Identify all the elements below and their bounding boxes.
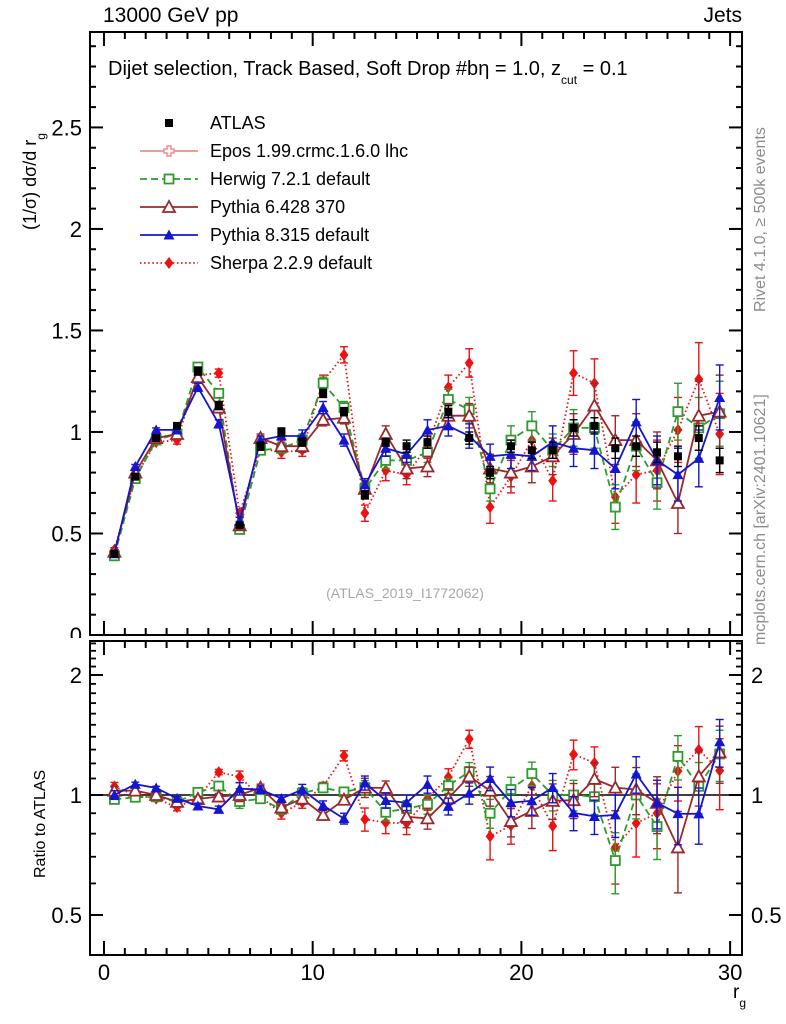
plot-title-prefix: Dijet selection, Track Based, Soft Drop … [108,58,479,80]
plot-title-eta: η = 1.0, z [478,58,562,80]
beam-energy-label: 13000 GeV pp [103,4,239,27]
mcplots-arxiv-note: mcplots.cern.ch [arXiv:2401.10621] [752,394,769,645]
ratio-y-axis-labels: 0.5 0.5 1 1 2 2 [51,663,781,928]
legend-label: Sherpa 2.2.9 default [210,252,373,273]
legend-marker-icon [138,196,200,218]
tick-label: 2 [751,663,763,688]
legend-marker-icon [138,224,200,246]
tick-label: 0.5 [51,521,82,546]
tick-label: 0.5 [51,903,82,928]
main-panel: 00.511.522.5 [51,31,743,648]
y-axis-title-main-sub: g [33,133,48,140]
x-axis-labels: 0 10 20 30 [98,960,742,985]
main-panel-frame [89,31,743,636]
legend-label: Pythia 6.428 370 [210,196,346,217]
tick-label: 0.5 [751,903,782,928]
rivet-version-note: Rivet 4.1.0, ≥ 500k events [752,127,769,312]
ratio-panel-frame [89,640,743,956]
legend-label: Pythia 8.315 default [210,224,370,245]
legend-item-epos-1-99-crmc-1-6-0-lhc: Epos 1.99.crmc.1.6.0 lhc [138,137,408,165]
legend-marker-icon [138,112,200,134]
tick-label: 0 [98,960,110,985]
tick-label: 2 [70,663,82,688]
legend-label: Herwig 7.2.1 default [210,168,371,189]
tick-label: 10 [300,960,324,985]
series-0-main [110,366,724,558]
tick-label: 1.5 [51,318,82,343]
analysis-id-watermark: (ATLAS_2019_I1772062) [326,585,484,601]
plot-title-end: = 0.1 [577,58,628,80]
legend-marker-icon [138,168,200,190]
legend-label: ATLAS [210,112,266,133]
main-y-axis-labels: 00.511.522.5 [51,115,82,648]
plot-title: Dijet selection, Track Based, Soft Drop … [108,58,628,87]
ratio-panel: 0.5 0.5 1 1 2 2 [0,638,786,1024]
x-axis-title: rg [733,982,746,1010]
tick-label: 30 [718,960,742,985]
legend-marker-icon [138,252,200,274]
plot-title-subscript: cut [561,73,578,87]
legend-label: Epos 1.99.crmc.1.6.0 lhc [210,140,409,161]
tick-label: 1 [70,783,82,808]
x-axis-title-text: r [733,982,740,1003]
series-2-main [109,361,726,562]
tick-label: 2 [70,217,82,242]
x-axis-title-sub: g [739,995,747,1010]
tick-label: 1 [70,420,82,445]
legend-item-pythia-8-315-default: Pythia 8.315 default [138,221,408,249]
legend-item-pythia-6-428-370: Pythia 6.428 370 [138,193,408,221]
legend-marker-icon [138,140,200,162]
legend: ATLAS Epos 1.99.crmc.1.6.0 lhc Herwig 7.2.… [138,109,408,277]
analysis-group-label: Jets [703,4,742,27]
series-4-ratio [108,718,726,846]
y-axis-title-ratio: Ratio to ATLAS [32,769,49,878]
legend-item-atlas: ATLAS [138,109,408,137]
y-axis-title-main: (1/σ) dσ/d rg [20,133,48,230]
y-axis-title-main-text: (1/σ) dσ/d r [20,139,40,230]
tick-label: 1 [751,783,763,808]
legend-item-herwig-7-2-1-default: Herwig 7.2.1 default [138,165,408,193]
legend-item-sherpa-2-2-9-default: Sherpa 2.2.9 default [138,249,408,277]
tick-label: 2.5 [51,115,82,140]
tick-label: 20 [509,960,533,985]
